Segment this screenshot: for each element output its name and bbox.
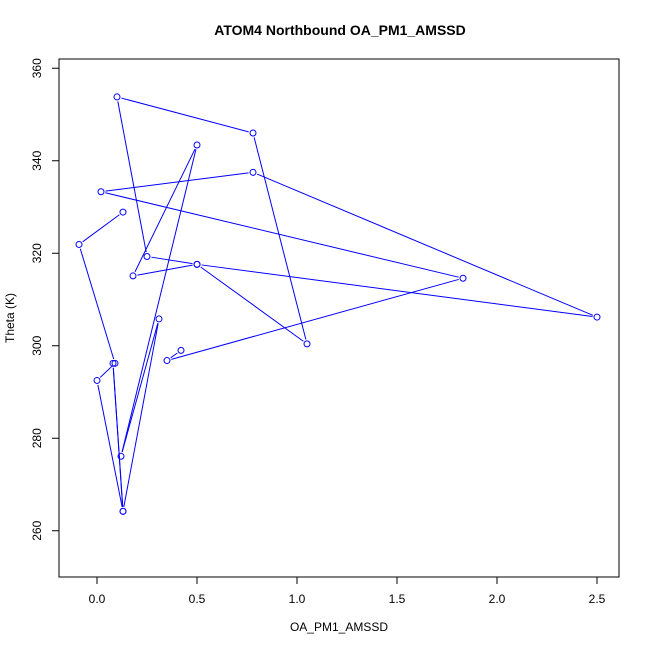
data-point xyxy=(193,260,201,268)
data-point xyxy=(177,346,185,354)
data-point xyxy=(117,452,125,460)
series-segment xyxy=(201,264,593,317)
series-segment xyxy=(97,384,123,508)
series-segment xyxy=(151,256,193,265)
series-segment xyxy=(121,97,249,133)
data-point xyxy=(193,141,201,149)
series-segment xyxy=(121,149,197,453)
data-point xyxy=(163,357,171,365)
data-point xyxy=(155,315,163,323)
data-point xyxy=(143,252,151,260)
data-point xyxy=(93,376,101,384)
data-point xyxy=(129,272,137,280)
data-point xyxy=(303,340,311,348)
x-tick-label: 0.0 xyxy=(89,592,106,606)
data-point xyxy=(249,168,257,176)
data-point xyxy=(111,359,119,367)
y-tick-label: 300 xyxy=(30,335,44,355)
data-point xyxy=(119,507,127,515)
y-tick-label: 360 xyxy=(30,58,44,78)
series-segment xyxy=(105,192,459,278)
data-point xyxy=(593,313,601,321)
series-segment xyxy=(253,137,307,340)
plot-frame xyxy=(58,58,620,578)
series-segment xyxy=(117,101,147,253)
x-tick-label: 0.5 xyxy=(189,592,206,606)
series-segment xyxy=(112,367,124,507)
data-point xyxy=(109,359,117,367)
y-axis: 260 280 300 320 340 360 xyxy=(30,58,60,541)
data-point xyxy=(97,188,105,196)
series-segment xyxy=(99,366,113,378)
data-point xyxy=(113,93,121,101)
data-point xyxy=(459,274,467,282)
series-segment xyxy=(171,278,459,360)
x-axis-label: OA_PM1_AMSSD xyxy=(290,620,388,634)
y-tick-label: 280 xyxy=(30,428,44,448)
y-tick-label: 260 xyxy=(30,520,44,540)
x-tick-label: 1.5 xyxy=(389,592,406,606)
y-tick-label: 320 xyxy=(30,243,44,263)
series-segment xyxy=(79,248,115,360)
data-point xyxy=(119,208,127,216)
series-segment xyxy=(121,323,159,453)
series-segment xyxy=(200,266,304,342)
series-segment xyxy=(82,214,120,243)
x-tick-label: 1.0 xyxy=(289,592,306,606)
x-tick-label: 2.0 xyxy=(489,592,506,606)
chart-title: ATOM4 Northbound OA_PM1_AMSSD xyxy=(214,22,466,38)
data-point xyxy=(75,240,83,248)
data-point xyxy=(249,129,257,137)
series-layer xyxy=(75,93,601,515)
series-segment xyxy=(134,148,196,273)
series-segment xyxy=(170,352,178,359)
x-tick-label: 2.5 xyxy=(589,592,606,606)
y-axis-label: Theta (K) xyxy=(3,293,17,343)
series-segment xyxy=(256,173,594,316)
y-tick-label: 340 xyxy=(30,150,44,170)
series-segment xyxy=(123,323,159,507)
x-axis: 0.0 0.5 1.0 1.5 2.0 2.5 xyxy=(89,576,606,606)
series-segment xyxy=(105,172,249,192)
series-segment xyxy=(137,264,193,276)
